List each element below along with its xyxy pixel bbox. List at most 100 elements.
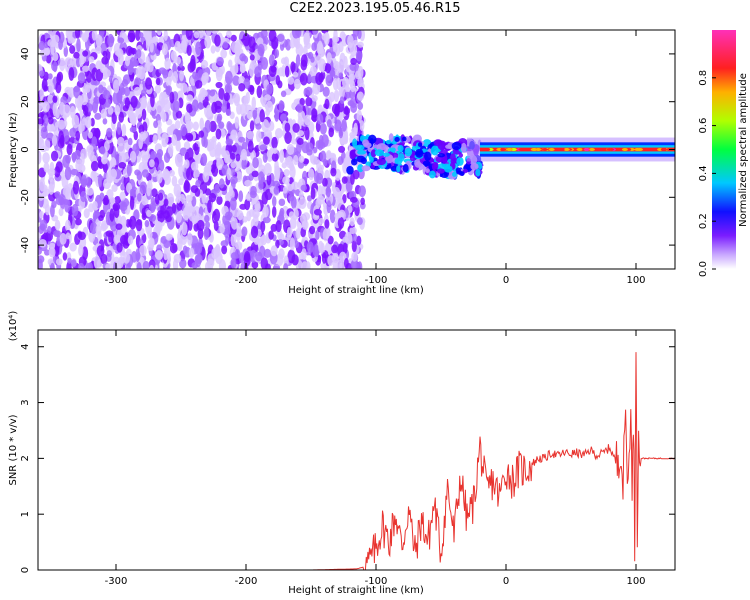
heatmap-cell — [621, 148, 628, 151]
heatmap-cell — [228, 185, 234, 197]
heatmap-cell — [352, 233, 358, 242]
heatmap-cell — [124, 86, 131, 97]
heatmap-cell — [334, 119, 342, 132]
heatmap-cell — [314, 230, 320, 240]
heatmap-cell — [362, 139, 369, 147]
heatmap-cell — [38, 225, 45, 235]
heatmap-cell — [280, 90, 287, 98]
heatmap-cell — [159, 92, 165, 105]
heatmap-cell — [70, 168, 79, 176]
heatmap-cell — [179, 258, 187, 269]
heatmap-cell — [64, 199, 71, 213]
heatmap-cell — [284, 65, 290, 78]
colorbar-tick-label: 0.2 — [698, 213, 709, 229]
heatmap-cell — [214, 34, 221, 47]
heatmap-cell — [258, 180, 264, 190]
heatmap-cell — [121, 78, 129, 87]
heatmap-cell — [164, 57, 171, 70]
heatmap-cell — [38, 137, 45, 151]
snr-axes: -300 -200 -100 0 100 0 1 2 3 4 — [20, 330, 675, 587]
heatmap-cell — [155, 77, 161, 86]
heatmap-cell — [206, 104, 212, 113]
heatmap-cell — [437, 153, 446, 158]
heatmap-cell — [452, 171, 457, 177]
heatmap-cell — [87, 261, 94, 269]
heatmap-cell — [192, 143, 199, 152]
heatmap-cell — [209, 147, 217, 158]
heatmap-cell — [64, 219, 71, 232]
heatmap-cell — [275, 239, 280, 249]
heatmap-cell — [191, 215, 198, 225]
heatmap-cell — [40, 126, 48, 139]
heatmap-cell — [175, 110, 183, 119]
heatmap-cell — [357, 77, 364, 88]
heatmap-cell — [394, 136, 400, 142]
heatmap-cell — [344, 231, 353, 245]
heatmap-cell — [141, 143, 148, 153]
heatmap-cell — [55, 81, 62, 94]
heatmap-cell — [114, 196, 122, 204]
heatmap-cell — [338, 128, 344, 139]
snr-xtick-label: 100 — [626, 576, 645, 587]
heatmap-cell — [340, 182, 348, 192]
heatmap-cell — [38, 255, 45, 264]
snr-xtick-label: -300 — [105, 576, 128, 587]
heatmap-cell — [324, 98, 330, 110]
heatmap-cell — [171, 134, 178, 146]
heatmap-cell — [39, 70, 45, 77]
heatmap-cell — [563, 148, 570, 151]
heatmap-cell — [102, 162, 108, 173]
heatmap-cell — [272, 147, 278, 154]
heatmap-cell — [116, 121, 122, 135]
heatmap-cell — [230, 252, 239, 260]
heatmap-cell — [185, 132, 194, 141]
heatmap-cell — [94, 112, 102, 120]
heatmap-cell — [54, 219, 61, 231]
heatmap-cell — [298, 196, 307, 210]
heatmap-cell — [248, 209, 255, 218]
heatmap-cell — [165, 76, 172, 88]
heatmap-cell — [234, 116, 240, 129]
heatmap-cell — [104, 98, 111, 108]
heatmap-cell — [283, 56, 290, 66]
heatmap-cell — [161, 132, 169, 146]
spectrogram-xtick-label: 0 — [503, 275, 509, 286]
heatmap-cell — [257, 62, 263, 71]
heatmap-cell — [272, 265, 279, 269]
heatmap-cell — [115, 223, 123, 230]
heatmap-cell — [96, 245, 105, 257]
heatmap-cell — [351, 251, 358, 262]
heatmap-cell — [172, 71, 179, 83]
heatmap-cell — [100, 66, 109, 74]
heatmap-cell — [558, 148, 565, 151]
heatmap-cell — [117, 136, 125, 147]
heatmap-cell — [402, 164, 409, 173]
heatmap-cell — [49, 204, 55, 218]
heatmap-cell — [263, 248, 272, 259]
heatmap-cell — [394, 157, 403, 165]
heatmap-cell — [103, 140, 110, 152]
heatmap-cell — [59, 134, 65, 147]
heatmap-cell — [171, 202, 177, 214]
heatmap-cell — [304, 36, 310, 43]
heatmap-cell — [118, 256, 124, 269]
heatmap-cell — [204, 214, 210, 223]
heatmap-cell — [279, 149, 285, 163]
heatmap-cell — [92, 200, 98, 210]
heatmap-cell — [48, 73, 53, 80]
heatmap-cell — [161, 43, 168, 56]
snr-multiplier: (x10⁴) — [8, 311, 19, 342]
heatmap-cell — [305, 86, 313, 96]
heatmap-cell — [138, 131, 147, 142]
spectrogram-ytick-label: 40 — [20, 48, 31, 61]
heatmap-cell — [213, 208, 221, 222]
heatmap-cell — [279, 207, 285, 217]
heatmap-cell — [148, 159, 155, 168]
heatmap-cell — [116, 48, 124, 58]
heatmap-cell — [50, 150, 59, 162]
heatmap-cell — [239, 103, 248, 117]
heatmap-cell — [268, 54, 275, 67]
heatmap-cell — [80, 174, 88, 188]
heatmap-cell — [78, 163, 86, 173]
